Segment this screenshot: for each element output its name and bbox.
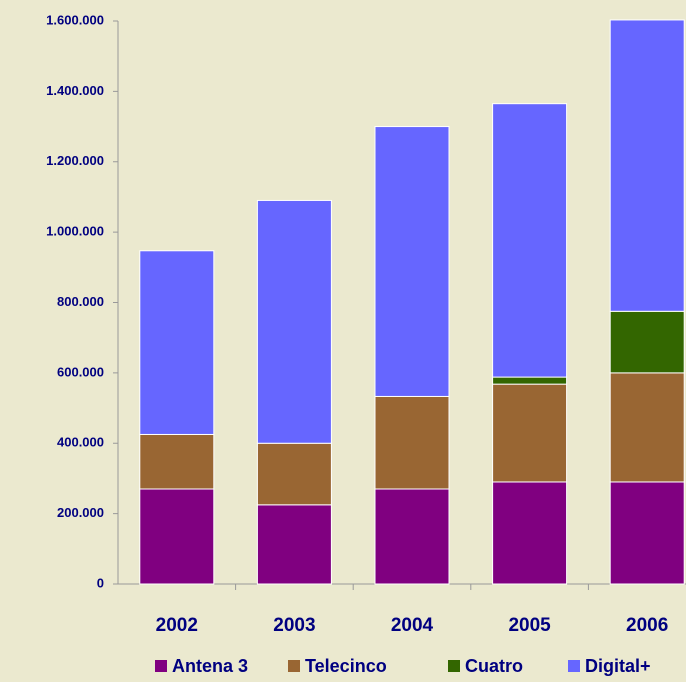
bar-segment (256, 199, 332, 444)
legend-label: Telecinco (305, 656, 387, 676)
bar-segment (374, 126, 450, 397)
bar-segment (609, 372, 685, 483)
y-tick-label: 800.000 (57, 294, 104, 309)
legend-swatch (288, 660, 300, 672)
y-tick-label: 1.000.000 (46, 224, 104, 239)
y-tick-label: 1.400.000 (46, 83, 104, 98)
bar-segment (374, 395, 450, 490)
bar-segment (492, 383, 568, 483)
legend-swatch (155, 660, 167, 672)
legend-label: Digital+ (585, 656, 651, 676)
y-tick-label: 1.600.000 (46, 12, 104, 27)
y-tick-label: 400.000 (57, 435, 104, 450)
y-tick-label: 1.200.000 (46, 153, 104, 168)
bar-segment (492, 376, 568, 385)
bar-segment (139, 488, 215, 585)
legend-label: Antena 3 (172, 656, 248, 676)
y-tick-label: 600.000 (57, 364, 104, 379)
legend-swatch (568, 660, 580, 672)
legend-label: Cuatro (465, 656, 523, 676)
x-tick-label: 2005 (508, 615, 551, 636)
bar-segment (139, 250, 215, 435)
bar-segment (374, 488, 450, 585)
bar-segment (256, 504, 332, 585)
y-tick-label: 0 (97, 575, 104, 590)
bar-segment (609, 19, 685, 312)
y-tick-label: 200.000 (57, 505, 104, 520)
bar-segment (139, 433, 215, 490)
x-tick-label: 2004 (391, 615, 434, 636)
legend-swatch (448, 660, 460, 672)
bar-segment (492, 103, 568, 378)
x-tick-label: 2003 (273, 615, 315, 636)
bar-segment (609, 481, 685, 585)
bar-segment (256, 442, 332, 506)
x-tick-label: 2006 (626, 615, 668, 636)
x-tick-label: 2002 (156, 615, 198, 636)
bar-segment (609, 310, 685, 374)
bar-segment (492, 481, 568, 585)
